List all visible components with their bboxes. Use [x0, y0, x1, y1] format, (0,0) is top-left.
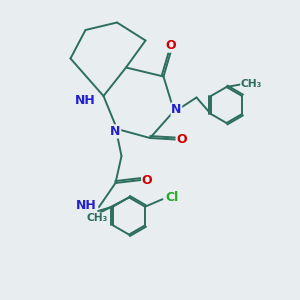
Text: O: O [176, 133, 187, 146]
Text: O: O [142, 173, 152, 187]
Text: CH₃: CH₃ [87, 213, 108, 223]
Text: NH: NH [75, 94, 96, 107]
Text: O: O [166, 39, 176, 52]
Text: N: N [171, 103, 182, 116]
Text: CH₃: CH₃ [241, 79, 262, 89]
Text: NH: NH [76, 199, 97, 212]
Text: Cl: Cl [166, 191, 179, 204]
Text: N: N [110, 125, 121, 138]
